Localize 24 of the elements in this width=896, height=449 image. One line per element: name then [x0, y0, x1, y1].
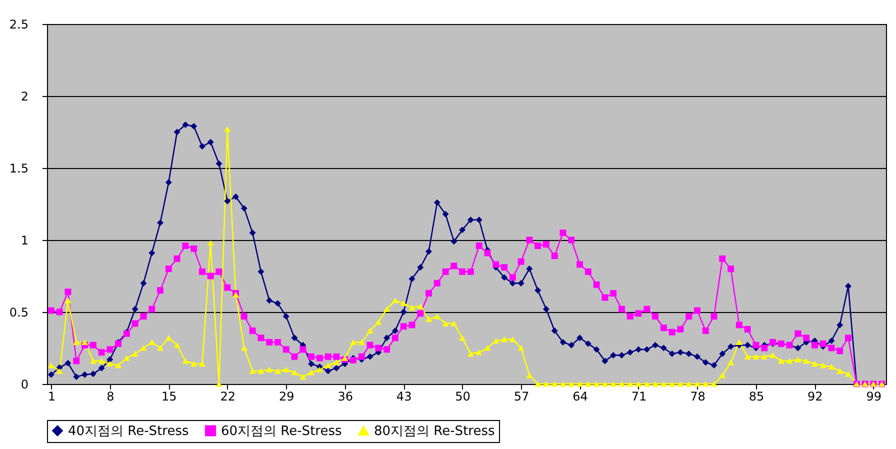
x-tick-label: 85 [748, 390, 764, 404]
x-tick-label: 50 [455, 390, 470, 404]
x-tick-label: 78 [690, 390, 706, 404]
x-tick-label: 57 [514, 390, 530, 404]
x-tick-label: 29 [278, 390, 294, 404]
y-tick-label: 2.5 [9, 18, 28, 32]
legend-label: 40지점의 Re-Stress [68, 424, 189, 439]
legend-label: 80지점의 Re-Stress [374, 424, 495, 439]
x-tick-label: 99 [866, 390, 882, 404]
x-tick-label: 8 [106, 390, 114, 404]
x-tick-label: 22 [220, 390, 236, 404]
y-tick-label: 0.5 [9, 306, 28, 320]
x-tick-label: 43 [396, 390, 412, 404]
x-tick-label: 64 [572, 390, 588, 404]
y-tick-label: 1 [20, 234, 28, 248]
x-tick-label: 1 [48, 390, 56, 404]
legend-label: 60지점의 Re-Stress [221, 424, 342, 439]
y-tick-label: 0 [20, 378, 28, 392]
x-tick-label: 15 [162, 390, 177, 404]
x-tick-label: 36 [338, 390, 353, 404]
x-tick-label: 92 [808, 390, 823, 404]
y-tick-label: 2 [20, 90, 28, 104]
y-tick-label: 1.5 [9, 162, 28, 176]
x-tick-label: 71 [631, 390, 647, 404]
